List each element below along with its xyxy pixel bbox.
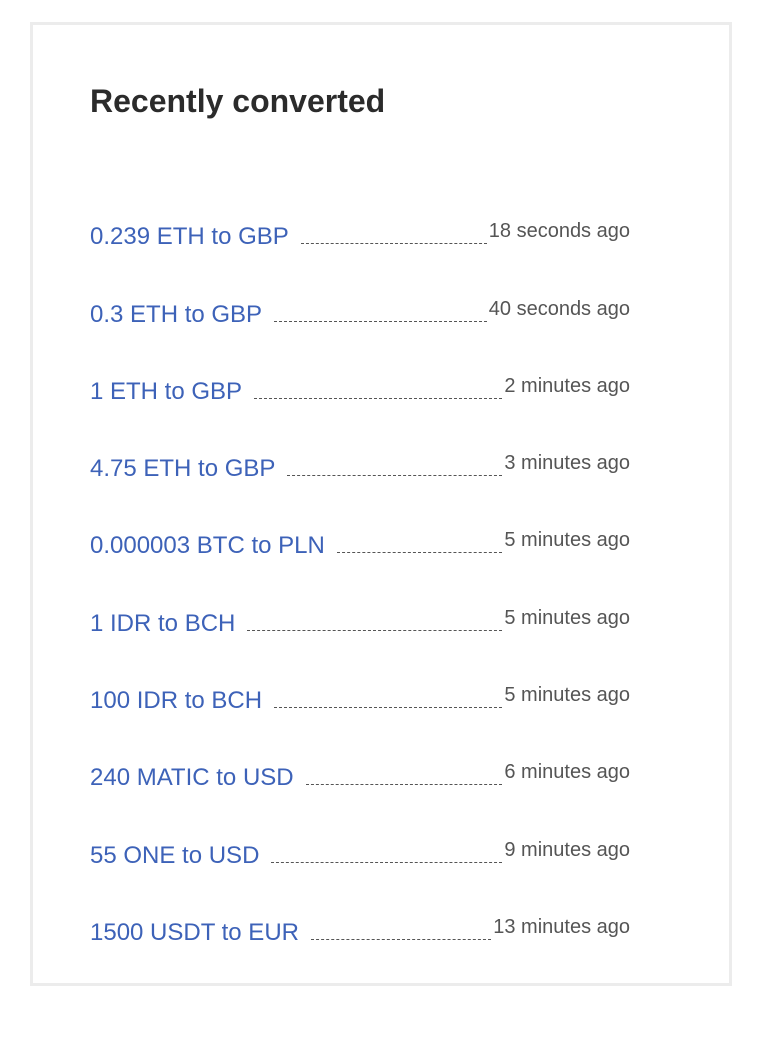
conversion-link[interactable]: 100 IDR to BCH bbox=[90, 687, 263, 715]
dotted-leader bbox=[310, 938, 492, 940]
dotted-leader bbox=[274, 707, 503, 709]
conversion-link[interactable]: 1 ETH to GBP bbox=[90, 377, 243, 405]
timestamp: 6 minutes ago bbox=[504, 761, 630, 784]
dotted-leader bbox=[287, 475, 503, 477]
conversion-link[interactable]: 0.239 ETH to GBP bbox=[90, 223, 289, 251]
conversion-list: 0.239 ETH to GBP 18 seconds ago 0.3 ETH to… bbox=[90, 175, 630, 948]
dotted-leader bbox=[274, 320, 487, 322]
conversion-link[interactable]: 0.3 ETH to GBP bbox=[90, 300, 263, 328]
dotted-leader bbox=[300, 243, 487, 245]
timestamp: 9 minutes ago bbox=[504, 838, 630, 861]
list-item: 240 MATIC to USD 6 minutes ago bbox=[90, 716, 630, 793]
list-item: 0.239 ETH to GBP 18 seconds ago bbox=[90, 175, 630, 252]
timestamp: 3 minutes ago bbox=[504, 452, 630, 475]
conversion-link[interactable]: 55 ONE to USD bbox=[90, 841, 260, 869]
list-item: 0.3 ETH to GBP 40 seconds ago bbox=[90, 252, 630, 329]
dotted-leader bbox=[305, 784, 503, 786]
conversion-link[interactable]: 1 IDR to BCH bbox=[90, 609, 236, 637]
timestamp: 2 minutes ago bbox=[504, 374, 630, 397]
timestamp: 18 seconds ago bbox=[488, 220, 630, 243]
list-item: 4.75 ETH to GBP 3 minutes ago bbox=[90, 407, 630, 484]
timestamp: 40 seconds ago bbox=[488, 297, 630, 320]
conversion-link[interactable]: 4.75 ETH to GBP bbox=[90, 455, 276, 483]
conversion-link[interactable]: 0.000003 BTC to PLN bbox=[90, 532, 325, 560]
list-item: 1 IDR to BCH 5 minutes ago bbox=[90, 561, 630, 638]
list-item: 100 IDR to BCH 5 minutes ago bbox=[90, 639, 630, 716]
dotted-leader bbox=[271, 861, 503, 863]
list-item: 1500 USDT to EUR 13 minutes ago bbox=[90, 871, 630, 948]
section-title: Recently converted bbox=[90, 83, 386, 119]
list-item: 0.000003 BTC to PLN 5 minutes ago bbox=[90, 484, 630, 561]
conversion-link[interactable]: 240 MATIC to USD bbox=[90, 764, 294, 792]
list-item: 55 ONE to USD 9 minutes ago bbox=[90, 793, 630, 870]
recently-converted-card: Recently converted 0.239 ETH to GBP 18 se… bbox=[30, 22, 732, 986]
list-item: 1 ETH to GBP 2 minutes ago bbox=[90, 330, 630, 407]
dotted-leader bbox=[336, 552, 503, 554]
dotted-leader bbox=[247, 629, 503, 631]
conversion-link[interactable]: 1500 USDT to EUR bbox=[90, 918, 299, 946]
dotted-leader bbox=[254, 397, 503, 399]
timestamp: 5 minutes ago bbox=[504, 684, 630, 707]
timestamp: 5 minutes ago bbox=[504, 606, 630, 629]
timestamp: 5 minutes ago bbox=[504, 529, 630, 552]
timestamp: 13 minutes ago bbox=[493, 915, 630, 938]
